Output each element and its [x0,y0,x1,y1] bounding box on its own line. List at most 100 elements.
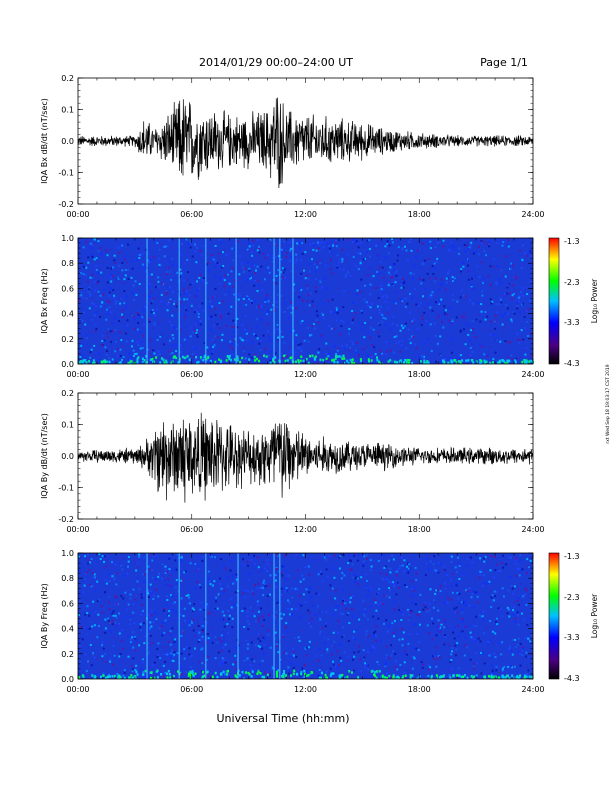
spectrogram-cell [323,241,326,244]
spectrogram-cell [114,563,117,566]
spectrogram-cell [400,286,403,289]
spectrogram-cell [528,338,531,341]
spectrogram-cell [148,261,151,264]
spectrogram-cell [485,254,487,257]
spectrogram-cell [394,269,397,271]
spectrogram-cell [442,566,445,569]
spectrogram-cell [235,573,238,576]
spectrogram-cell [112,663,115,666]
spectrogram-cell [151,276,154,279]
spectrogram-cell [330,310,333,313]
spectrogram-cell [238,273,241,276]
spectrogram-cell [277,327,280,330]
spectrogram-cell [143,359,146,362]
spectrogram-cell [497,676,500,679]
spectrogram-cell [516,332,519,335]
spectrogram-cell [425,562,428,565]
spectrogram-cell [284,276,286,279]
spectrogram-cell [111,330,114,332]
spectrogram-cell [353,630,356,633]
spectrogram-cell [256,603,259,606]
spectrogram-cell [373,671,376,674]
spectrogram-cell [422,583,425,586]
spectrogram-cell [130,356,133,359]
spectrogram-cell [262,636,265,639]
spectrogram-cell [99,305,102,308]
spectrogram-cell [407,571,410,574]
spectrogram-cell [389,675,392,678]
spectrogram-cell [234,674,237,677]
spectrogram-cell [263,579,265,582]
spectrogram-cell [224,673,227,676]
spectrogram-cell [153,352,156,355]
spectrogram-cell [164,245,167,248]
spectrogram-cell [447,270,450,273]
spectrogram-cell [241,323,244,326]
spectrogram-cell [276,305,279,308]
spectrogram-cell [187,602,190,604]
spectrogram-cell [300,671,303,673]
spectrogram-cell [97,240,100,243]
spectrogram-cell [501,359,504,362]
spectrogram-cell [394,344,397,347]
spectrogram-cell [423,603,426,606]
spectrogram-cell [392,263,395,266]
spectrogram-cell [489,569,492,572]
spectrogram-cell [488,346,491,349]
spectrogram-cell [404,584,406,587]
spectrogram-cell [524,360,527,363]
spectrogram-cell [200,648,203,651]
spectrogram-cell [221,587,224,590]
spectrogram-cell [504,673,507,676]
spectrogram-cell [390,276,392,279]
spectrogram-cell [142,334,145,337]
spectrogram-cell [435,601,438,604]
spectrogram-cell [451,572,454,575]
spectrogram-cell [282,297,285,299]
spectrogram-cell [401,247,404,250]
spectrogram-cell [109,553,111,556]
spectrogram-cell [90,348,93,351]
spectrogram-cell [171,344,174,347]
spectrogram-cell [496,623,499,626]
spectrogram-cell [127,556,130,558]
spectrogram-cell [274,307,276,310]
spectrogram-cell [423,342,426,345]
spectrogram-cell [422,658,425,661]
spectrogram-cell [416,328,419,331]
spectrogram-cell [120,297,123,300]
spectrogram-cell [411,588,414,590]
spectrogram-cell [129,616,132,619]
spectrogram-cell [222,670,225,674]
spectrogram-cell [133,622,136,625]
spectrogram-cell [466,244,469,247]
spectrogram-cell [99,558,102,560]
spectrogram-cell [148,628,151,631]
spectrogram-cell [363,656,366,659]
spectrogram-cell [336,349,339,352]
spectrogram-cell [343,676,346,679]
spectrogram-cell [220,318,223,321]
spectrogram-cell [401,300,404,303]
spectrogram-cell [191,671,194,674]
spectrogram-cell [468,246,471,249]
spectrogram-cell [440,675,443,678]
spectrogram-cell [399,559,401,562]
spectrogram-cell [183,619,186,622]
spectrogram-cell [218,637,221,640]
spectrogram-cell [375,670,378,673]
spectrogram-cell [342,612,345,615]
spectrogram-cell [165,361,168,364]
spectrogram-cell [513,610,516,613]
spectrogram-cell [183,571,186,574]
spectrogram-cell [153,281,155,284]
spectrogram-cell [338,664,340,667]
spectrogram-cell [118,338,121,340]
spectrogram-cell [164,283,167,286]
spectrogram-cell [513,276,516,279]
spectrogram-cell [404,305,407,308]
spectrogram-cell [223,282,226,285]
spectrogram-cell [458,674,461,677]
spectrogram-cell [199,323,202,326]
spectrogram-cell [298,296,301,299]
